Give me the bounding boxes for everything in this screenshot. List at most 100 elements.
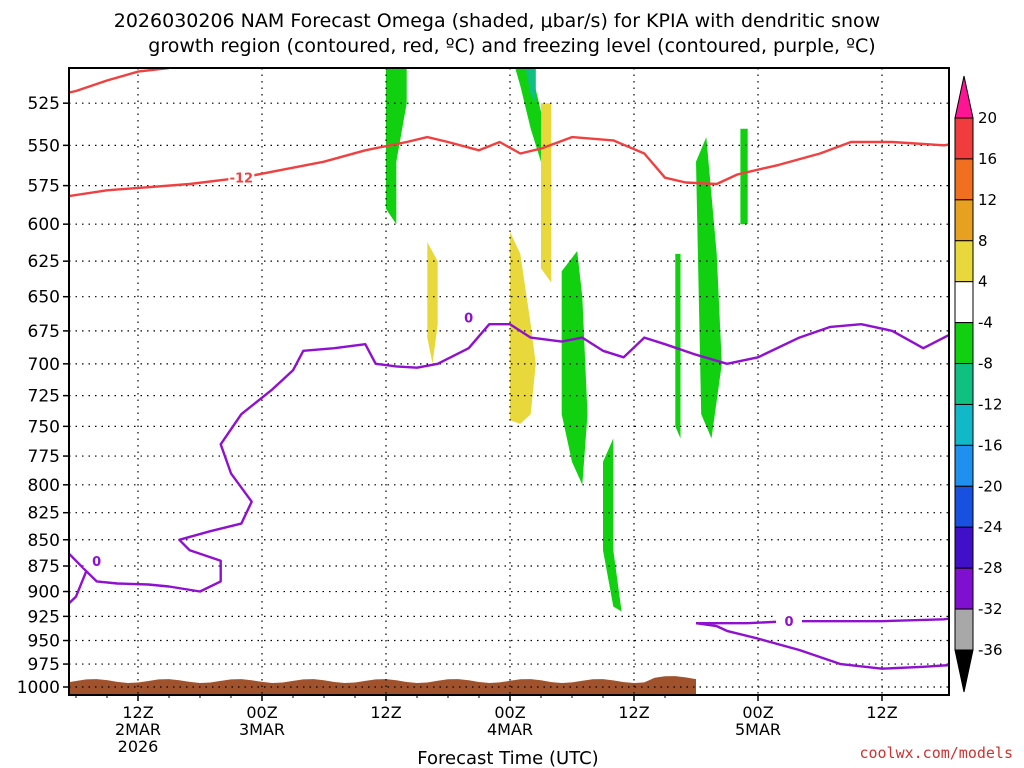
- colorbar-tick-label-13: -36: [978, 641, 1003, 659]
- colorbar-top-arrow: [954, 75, 974, 119]
- y-tick-label-900: 900: [28, 583, 60, 603]
- plot-frame: [68, 67, 950, 696]
- y-tick-label-750: 750: [28, 417, 60, 437]
- x-tick-label-66-0: 00Z: [742, 703, 773, 722]
- x-axis-label: Forecast Time (UTC): [417, 748, 598, 768]
- omega-green-7: [740, 128, 748, 225]
- colorbar-tick-label-2: 12: [978, 191, 997, 209]
- x-tick-label-18-0: 00Z: [246, 703, 277, 722]
- x-tick-label-54-0: 12Z: [618, 703, 649, 722]
- y-tick-label-975: 975: [28, 655, 60, 675]
- colorbar-swatch-7: [954, 403, 974, 446]
- y-tick-label-600: 600: [28, 215, 60, 235]
- omega-green-3: [561, 251, 588, 485]
- x-tick-label-66-1: 5MAR: [735, 720, 781, 739]
- colorbar-tick-label-3: 8: [978, 232, 988, 250]
- y-tick-label-625: 625: [28, 252, 60, 272]
- freezing-level-0-c-label: 0: [784, 615, 793, 630]
- y-tick-label-650: 650: [28, 288, 60, 308]
- colorbar-tick-label-9: -20: [978, 477, 1003, 495]
- colorbar-swatch-2: [954, 199, 974, 242]
- colorbar-swatch-12: [954, 608, 974, 651]
- colorbar-bottom-arrow: [954, 649, 974, 693]
- credit-text: coolwx.com/models: [859, 744, 1013, 762]
- y-tick-label-550: 550: [28, 136, 60, 156]
- omega-green-5: [675, 253, 681, 439]
- y-tick-label-525: 525: [28, 94, 60, 114]
- colorbar-tick-label-8: -16: [978, 436, 1003, 454]
- colorbar-tick-label-1: 16: [978, 150, 997, 168]
- colorbar-swatch-8: [954, 444, 974, 487]
- x-tick-label-42-0: 00Z: [494, 703, 525, 722]
- dendritic-minus-12-label: -12: [230, 172, 254, 187]
- colorbar-swatch-3: [954, 240, 974, 283]
- colorbar-swatch-4: [954, 281, 974, 324]
- dendritic-minus-12-label-bg: [228, 169, 255, 185]
- x-tick-label-6-1: 2MAR: [115, 720, 161, 739]
- terrain-layer: [69, 676, 696, 695]
- omega-green-1: [386, 68, 407, 225]
- y-tick-label-675: 675: [28, 322, 60, 342]
- dendritic-minus-18: [69, 68, 170, 94]
- y-axis: 525 550 575 600 625 650 675 700 725 750 775 800 825 8…: [17, 94, 69, 698]
- omega-yellow-1: [427, 242, 438, 364]
- omega-teal-1: [525, 68, 536, 104]
- x-tick-label-42-1: 4MAR: [487, 720, 533, 739]
- colorbar-swatch-10: [954, 526, 974, 569]
- colorbar-tick-label-4: 4: [978, 273, 988, 291]
- freezing-level-0-c-label-bg: [776, 613, 802, 629]
- freezing-level-0: [69, 551, 88, 605]
- freezing-level-0-b-label: 0: [92, 555, 101, 570]
- x-tick-label-6-0: 12Z: [122, 703, 153, 722]
- dendritic-minus-12: [69, 135, 949, 198]
- x-tick-label-18-1: 3MAR: [239, 720, 285, 739]
- y-tick-label-1000: 1000: [17, 678, 60, 698]
- colorbar-swatch-9: [954, 485, 974, 528]
- colorbar-tick-label-0: 20: [978, 109, 997, 127]
- omega-green-4: [603, 438, 622, 612]
- colorbar-tick-label-5: -4: [978, 314, 993, 332]
- x-tick-label-78-0: 12Z: [866, 703, 897, 722]
- x-tick-label-6-2: 2026: [118, 737, 159, 756]
- y-tick-label-725: 725: [28, 387, 60, 407]
- omega-green-6: [696, 137, 722, 439]
- y-tick-label-775: 775: [28, 447, 60, 467]
- omega-yellow-3: [541, 103, 552, 283]
- y-tick-label-950: 950: [28, 632, 60, 652]
- freezing-level-0-label: 0: [464, 311, 473, 326]
- terrain-fill: [69, 676, 696, 695]
- colorbar-swatch-5: [954, 322, 974, 365]
- colorbar-swatch-11: [954, 567, 974, 610]
- colorbar: 20 16 12 8 4 -4 -8 -12 -16 -20 -24 -28 -32 -36: [954, 75, 1003, 693]
- colorbar-swatch-0: [954, 117, 974, 160]
- y-tick-label-825: 825: [28, 504, 60, 524]
- freezing-level-0-c: [696, 617, 949, 625]
- colorbar-tick-label-11: -28: [978, 559, 1003, 577]
- chart-title-line-1: 2026030206 NAM Forecast Omega (shaded, μ…: [114, 10, 880, 32]
- y-tick-label-575: 575: [28, 177, 60, 197]
- colorbar-tick-label-6: -8: [978, 355, 993, 373]
- y-tick-label-875: 875: [28, 557, 60, 577]
- colorbar-swatch-6: [954, 363, 974, 405]
- plot-area: [69, 68, 949, 695]
- x-tick-label-30-0: 12Z: [370, 703, 401, 722]
- freezing-level-0-b-label-bg: [83, 552, 110, 568]
- omega-yellow-2: [510, 231, 536, 424]
- freezing-level-0-d: [695, 622, 949, 670]
- freezing-level-0-b: [85, 323, 949, 593]
- y-tick-label-850: 850: [28, 531, 60, 551]
- freezing-level-0-label-bg: [455, 309, 482, 325]
- shaded-layer: [386, 68, 748, 612]
- chart-title-line-2: growth region (contoured, red, ºC) and f…: [148, 35, 875, 57]
- colorbar-swatch-1: [954, 158, 974, 201]
- y-tick-label-700: 700: [28, 355, 60, 375]
- colorbar-tick-label-10: -24: [978, 518, 1003, 536]
- contour-layer: [69, 68, 949, 670]
- y-tick-label-925: 925: [28, 607, 60, 627]
- colorbar-tick-label-12: -32: [978, 600, 1003, 618]
- y-tick-label-800: 800: [28, 476, 60, 496]
- colorbar-tick-label-7: -12: [978, 395, 1003, 413]
